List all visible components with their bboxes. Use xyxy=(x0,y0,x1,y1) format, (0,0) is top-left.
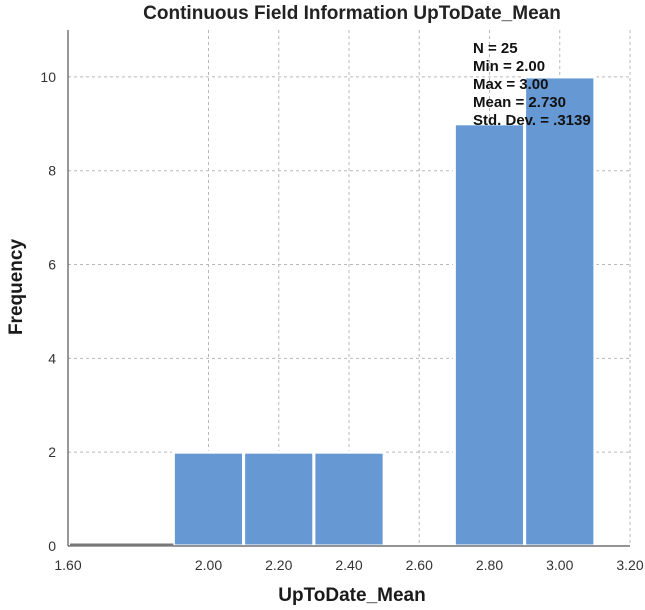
x-tick-label: 1.60 xyxy=(54,557,81,573)
histogram-bar xyxy=(242,450,316,548)
bars xyxy=(171,75,597,548)
axes xyxy=(67,30,630,547)
histogram-bar xyxy=(312,450,386,548)
x-tick-label: 2.80 xyxy=(476,557,503,573)
stat-line: N = 25 xyxy=(473,40,518,57)
y-axis-label: Frequency xyxy=(6,239,27,336)
histogram-bar xyxy=(452,122,527,548)
chart-title: Continuous Field Information UpToDate_Me… xyxy=(143,3,561,24)
stat-line: Std. Dev. = .3139 xyxy=(473,112,591,129)
x-tick-label: 2.20 xyxy=(265,557,292,573)
histogram-bar xyxy=(523,75,597,548)
histogram-bar xyxy=(171,450,246,548)
x-tick-label: 2.60 xyxy=(406,557,433,573)
x-tick-label: 3.00 xyxy=(546,557,573,573)
tick-labels: 1.60 2.00 2.20 2.40 2.60 2.80 3.00 3.20 0 2 4 6 8 10 xyxy=(40,69,643,573)
y-tick-label: 8 xyxy=(48,163,56,179)
y-tick-label: 2 xyxy=(48,444,56,460)
x-axis-label: UpToDate_Mean xyxy=(278,585,425,606)
stat-line: Max = 3.00 xyxy=(473,76,548,93)
x-tick-label: 3.20 xyxy=(616,557,643,573)
x-tick-label: 2.40 xyxy=(335,557,362,573)
y-tick-label: 10 xyxy=(40,69,56,85)
y-tick-label: 0 xyxy=(48,538,56,554)
x-tick-label: 2.00 xyxy=(195,557,222,573)
stat-line: Mean = 2.730 xyxy=(473,94,566,111)
y-tick-label: 4 xyxy=(48,350,56,366)
stat-line: Min = 2.00 xyxy=(473,58,545,75)
y-tick-label: 6 xyxy=(48,257,56,273)
